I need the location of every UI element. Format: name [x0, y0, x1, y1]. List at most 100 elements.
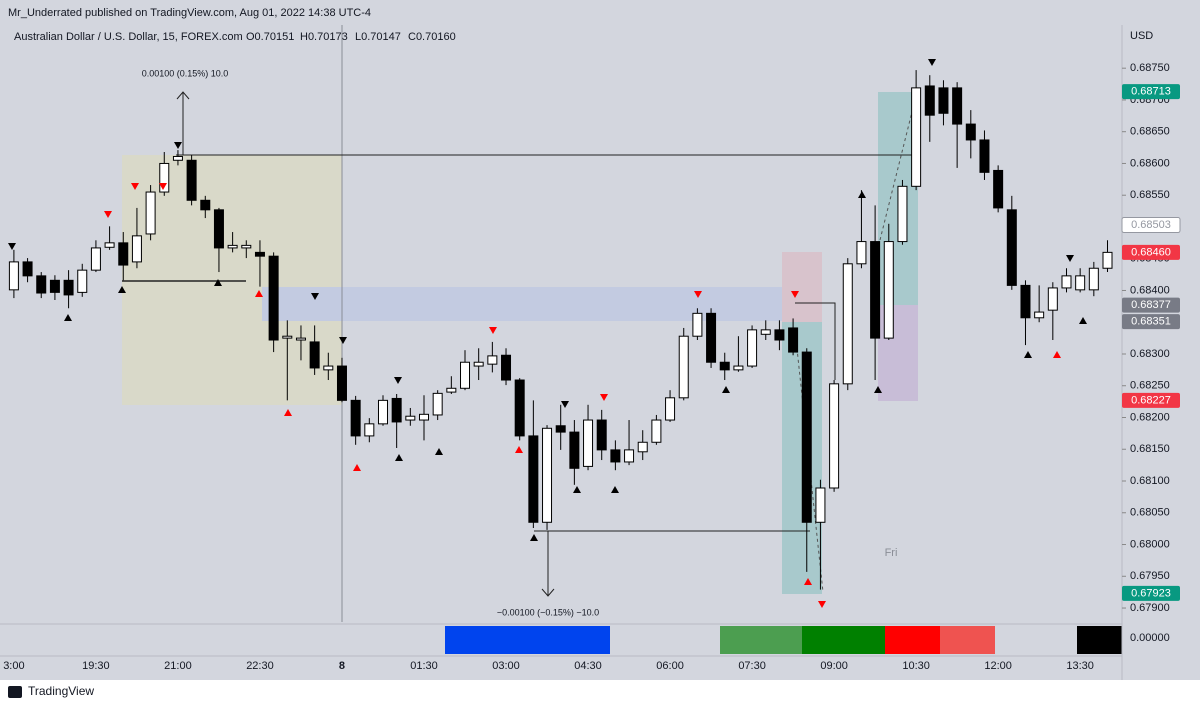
y-tick-label: 0.68050: [1130, 507, 1170, 519]
arrow-head: [541, 588, 555, 597]
candle-body: [979, 139, 990, 173]
signal-marker: [174, 142, 182, 149]
x-tick-label: 10:30: [902, 660, 930, 672]
signal-marker: [435, 448, 443, 455]
y-tick-label: 0.68150: [1130, 443, 1170, 455]
candle-body: [1047, 287, 1058, 311]
signal-marker: [928, 59, 936, 66]
candle-body: [8, 261, 19, 291]
dashed-line: [879, 87, 919, 241]
signal-marker: [561, 401, 569, 408]
ohlc-open: O0.70151: [246, 31, 294, 43]
candle-body: [692, 312, 703, 337]
price-badge: [1122, 84, 1180, 100]
price-badge: [1122, 392, 1180, 408]
zone: [782, 252, 822, 322]
candle-body: [241, 244, 252, 249]
signal-marker: [214, 279, 222, 286]
candle-body: [897, 185, 908, 243]
signal-marker: [791, 291, 799, 298]
range-box: [122, 155, 342, 405]
y-tick-label: 0.68600: [1130, 157, 1170, 169]
y-tick-label: 0.68400: [1130, 284, 1170, 296]
x-tick-label: 8: [339, 660, 345, 672]
candle-body: [473, 361, 484, 367]
candle-body: [569, 431, 580, 469]
candle-body: [90, 247, 101, 271]
candle-body: [774, 329, 785, 341]
ohlc-high: H0.70173: [300, 31, 348, 43]
indicator-value: 0.00000: [1130, 632, 1170, 644]
candle-body: [405, 415, 416, 421]
price-badge-label: 0.67923: [1131, 587, 1171, 599]
candle-body: [336, 365, 347, 401]
candle-body: [1034, 311, 1045, 319]
y-tick-label: 0.68550: [1130, 189, 1170, 201]
symbol: Australian Dollar / U.S. Dollar, 15, FOR…: [14, 31, 243, 43]
candle-body: [883, 241, 894, 339]
signal-marker: [311, 293, 319, 300]
candle-body: [596, 419, 607, 451]
candle-body: [501, 354, 512, 381]
x-tick-label: 3:00: [3, 660, 24, 672]
candle-body: [227, 244, 238, 249]
candle-body: [254, 251, 265, 257]
candle-body: [624, 449, 635, 463]
y-tick-label: 0.68300: [1130, 348, 1170, 360]
candle-body: [870, 241, 881, 339]
x-tick-label: 12:00: [984, 660, 1012, 672]
dashed-line: [794, 329, 824, 593]
y-tick-label: 0.68200: [1130, 411, 1170, 423]
signal-marker: [573, 486, 581, 493]
x-tick-label: 06:00: [656, 660, 684, 672]
candle-body: [432, 392, 443, 416]
candle-body: [583, 419, 594, 467]
arrow-head: [176, 91, 190, 100]
candle-body: [377, 399, 388, 425]
candle-body: [350, 399, 361, 437]
candle-body: [733, 365, 744, 371]
candle-body: [665, 397, 676, 421]
signal-marker: [395, 454, 403, 461]
candle-body: [760, 329, 771, 335]
signal-marker: [8, 243, 16, 250]
candle-body: [186, 159, 197, 201]
candle-body: [528, 435, 539, 523]
h-line: [795, 302, 836, 380]
candle-body: [514, 379, 525, 437]
candle-body: [1006, 209, 1017, 286]
signal-marker: [530, 534, 538, 541]
candle-body: [842, 263, 853, 385]
candle-body: [159, 162, 170, 193]
candle-body: [788, 327, 799, 353]
candle-body: [1075, 275, 1086, 291]
ohlc-close: C0.70160: [408, 31, 456, 43]
currency: USD: [1130, 30, 1153, 42]
y-tick-label: 0.67900: [1130, 602, 1170, 614]
candle-body: [993, 169, 1004, 209]
candle-body: [282, 335, 293, 339]
candle-body: [200, 199, 211, 211]
candle-body: [323, 365, 334, 371]
y-tick-label: 0.68000: [1130, 538, 1170, 550]
candle-body: [747, 329, 758, 367]
y-tick-label: 0.68650: [1130, 126, 1170, 138]
candle-body: [610, 449, 621, 463]
candle-body: [391, 397, 402, 423]
candle-body: [460, 361, 471, 389]
candle-body: [965, 123, 976, 141]
measure-label: −0.00100 (−0.15%) −10.0: [497, 607, 599, 617]
signal-marker: [611, 486, 619, 493]
signal-marker: [874, 386, 882, 393]
x-tick-label: 01:30: [410, 660, 438, 672]
candle-body: [77, 269, 88, 293]
x-tick-label: 07:30: [738, 660, 766, 672]
candle-body: [651, 419, 662, 443]
candle-body: [637, 441, 648, 453]
day-label: Fri: [885, 547, 898, 559]
signal-marker: [1024, 351, 1032, 358]
candle-body: [145, 191, 156, 235]
signal-marker: [118, 286, 126, 293]
publisher: Mr_Underrated published on TradingView.c…: [8, 7, 371, 19]
